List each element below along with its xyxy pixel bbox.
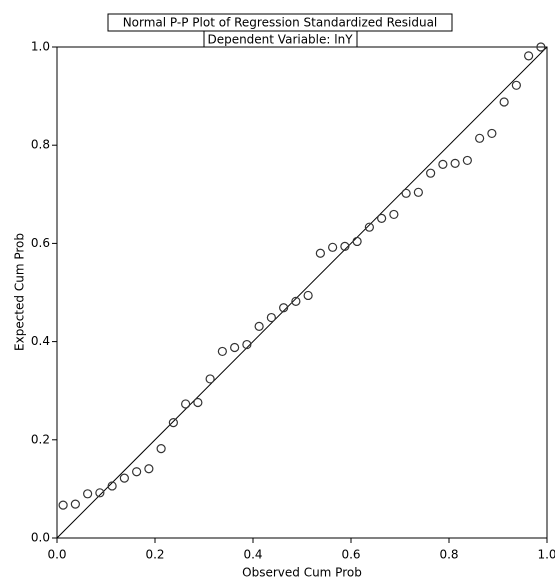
- point: [525, 52, 533, 60]
- point: [329, 243, 337, 251]
- point: [304, 291, 312, 299]
- x-tick-label: 0.2: [145, 548, 164, 562]
- point: [194, 398, 202, 406]
- point: [402, 189, 410, 197]
- point: [218, 347, 226, 355]
- point: [59, 501, 67, 509]
- point: [120, 474, 128, 482]
- point: [451, 159, 459, 167]
- point: [512, 81, 520, 89]
- reference-line: [57, 47, 547, 538]
- x-tick-label: 0.6: [341, 548, 360, 562]
- point: [353, 237, 361, 245]
- point: [476, 134, 484, 142]
- x-tick-label: 0.4: [243, 548, 262, 562]
- point: [231, 343, 239, 351]
- point: [500, 98, 508, 106]
- point: [206, 375, 214, 383]
- y-tick-label: 0.0: [31, 531, 50, 545]
- point: [463, 156, 471, 164]
- x-axis-label: Observed Cum Prob: [242, 566, 362, 580]
- x-tick-label: 1.0: [537, 548, 555, 562]
- point: [133, 468, 141, 476]
- point: [390, 210, 398, 218]
- y-tick-label: 0.2: [31, 432, 50, 446]
- y-tick-label: 0.4: [31, 334, 50, 348]
- point: [378, 214, 386, 222]
- chart: Normal P-P Plot of Regression Standardiz…: [0, 0, 555, 581]
- point: [145, 465, 153, 473]
- x-tick-label: 0.8: [439, 548, 458, 562]
- point: [157, 445, 165, 453]
- point: [255, 322, 263, 330]
- y-axis-label: Expected Cum Prob: [13, 233, 27, 351]
- y-tick-label: 1.0: [31, 40, 50, 54]
- point: [488, 129, 496, 137]
- point: [182, 400, 190, 408]
- point: [267, 314, 275, 322]
- point: [427, 169, 435, 177]
- x-tick-label: 0.0: [47, 548, 66, 562]
- point: [316, 249, 324, 257]
- y-tick-label: 0.6: [31, 236, 50, 250]
- point: [439, 160, 447, 168]
- point: [169, 419, 177, 427]
- y-tick-label: 0.8: [31, 138, 50, 152]
- point: [71, 500, 79, 508]
- point: [84, 490, 92, 498]
- point: [414, 188, 422, 196]
- chart-title: Normal P-P Plot of Regression Standardiz…: [123, 16, 438, 30]
- chart-subtitle: Dependent Variable: lnY: [207, 33, 353, 47]
